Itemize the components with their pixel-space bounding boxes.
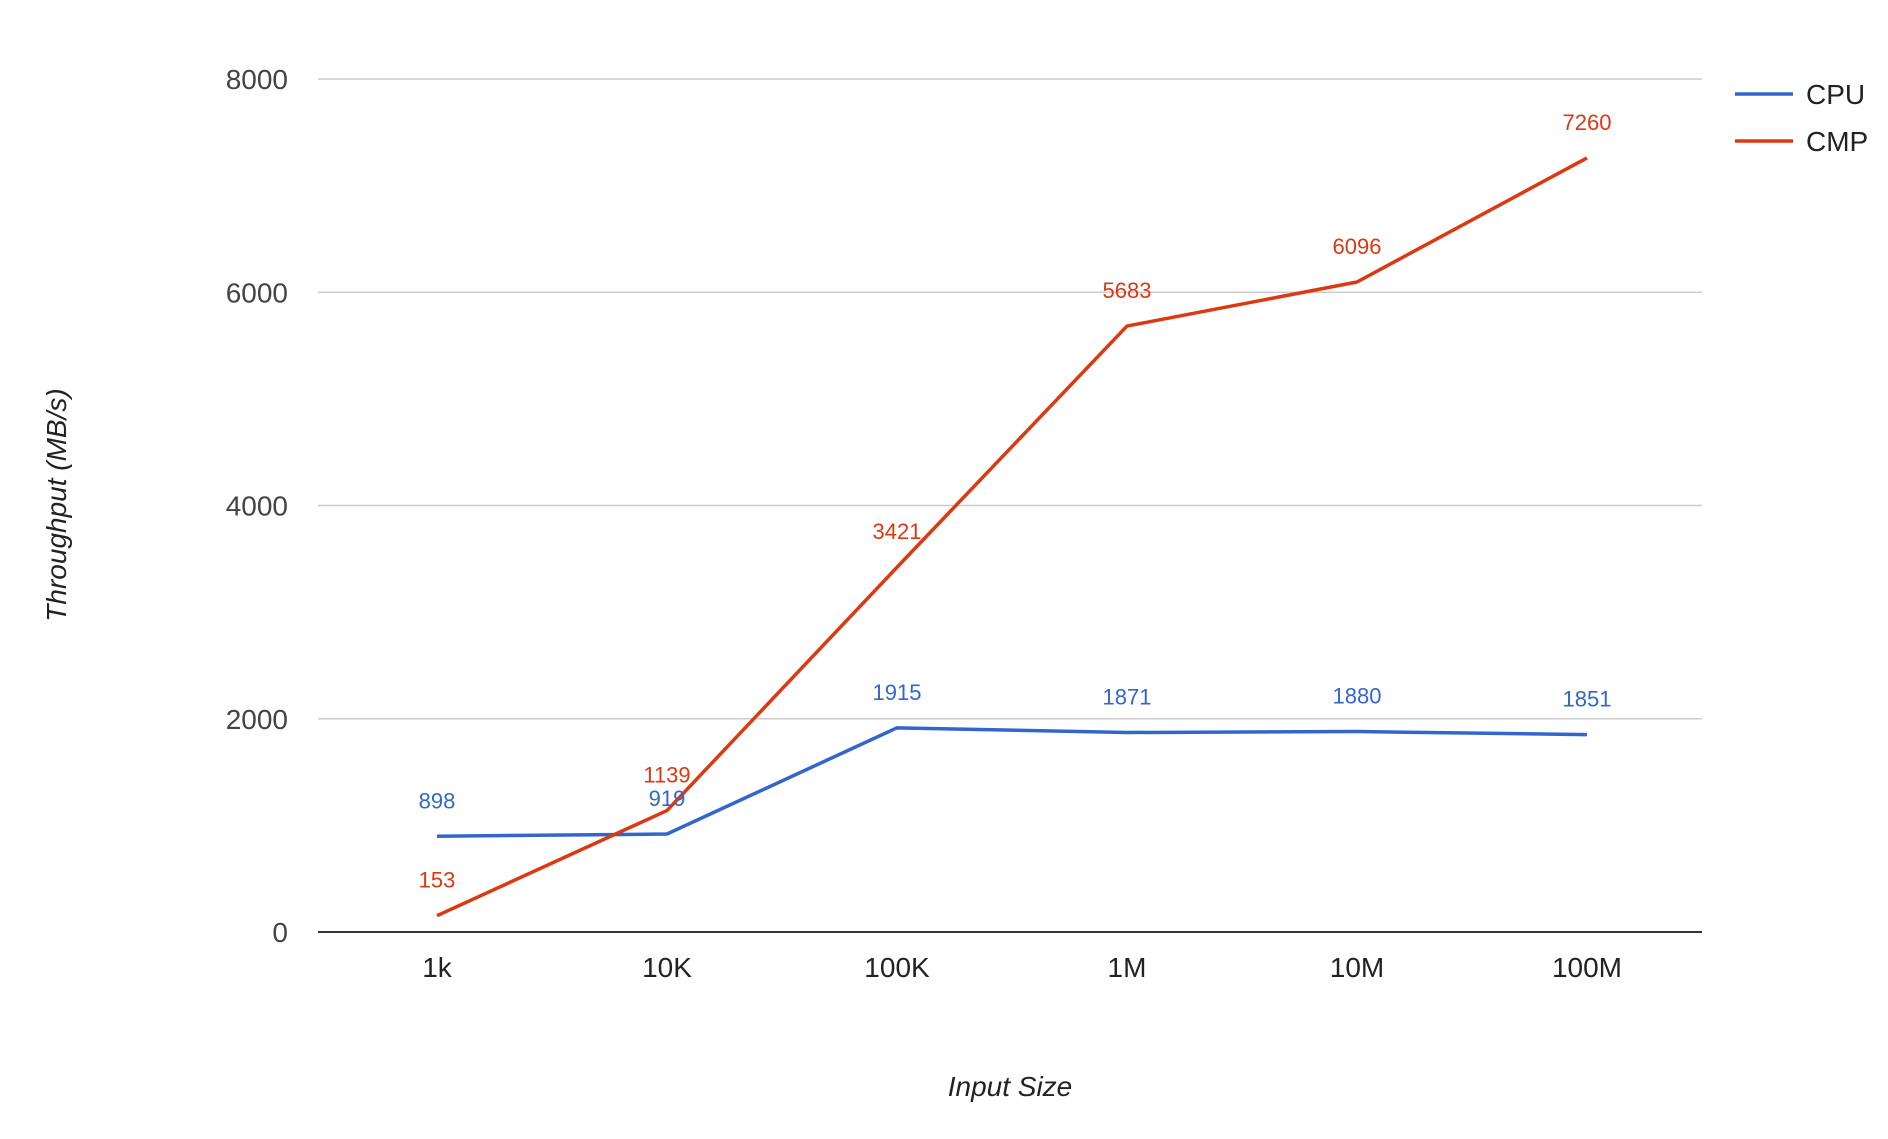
data-label-cmp: 6096 (1333, 234, 1382, 259)
x-axis-title: Input Size (948, 1071, 1073, 1102)
legend: CPU CMP (1735, 79, 1868, 157)
data-label-cmp: 5683 (1103, 278, 1152, 303)
data-label-cpu: 919 (649, 786, 686, 811)
data-label-cpu: 1915 (873, 680, 922, 705)
data-label-cmp: 7260 (1563, 110, 1612, 135)
data-label-cpu: 1851 (1563, 687, 1612, 712)
data-label-cpu: 1880 (1333, 684, 1382, 709)
data-label-cpu: 898 (419, 788, 456, 813)
data-label-cmp: 153 (419, 868, 456, 893)
series-line-cmp (437, 158, 1587, 916)
x-tick-label: 100K (864, 952, 930, 983)
series-line-cpu (437, 728, 1587, 836)
y-tick-label: 8000 (226, 64, 288, 95)
y-tick-label: 6000 (226, 277, 288, 308)
legend-label-cmp: CMP (1806, 126, 1868, 157)
data-label-cmp: 3421 (873, 519, 922, 544)
y-tick-label: 0 (272, 917, 288, 948)
axes: 0 2000 4000 6000 8000 1k 10K 100K 1M 10M 100M (226, 64, 1702, 983)
data-label-cmp: 1139 (643, 763, 690, 788)
x-tick-label: 10M (1330, 952, 1384, 983)
x-tick-label: 100M (1552, 952, 1622, 983)
y-tick-label: 2000 (226, 704, 288, 735)
y-axis-title: Throughput (MB/s) (41, 388, 72, 621)
x-tick-label: 1k (422, 952, 453, 983)
x-tick-label: 10K (642, 952, 692, 983)
y-tick-label: 4000 (226, 491, 288, 522)
legend-label-cpu: CPU (1806, 79, 1865, 110)
data-labels: 898 919 1915 1871 1880 1851 153 1139 3421 5683 609… (419, 110, 1612, 893)
series-lines (437, 158, 1587, 916)
x-tick-label: 1M (1108, 952, 1147, 983)
data-label-cpu: 1871 (1103, 685, 1152, 710)
gridlines (318, 79, 1702, 719)
